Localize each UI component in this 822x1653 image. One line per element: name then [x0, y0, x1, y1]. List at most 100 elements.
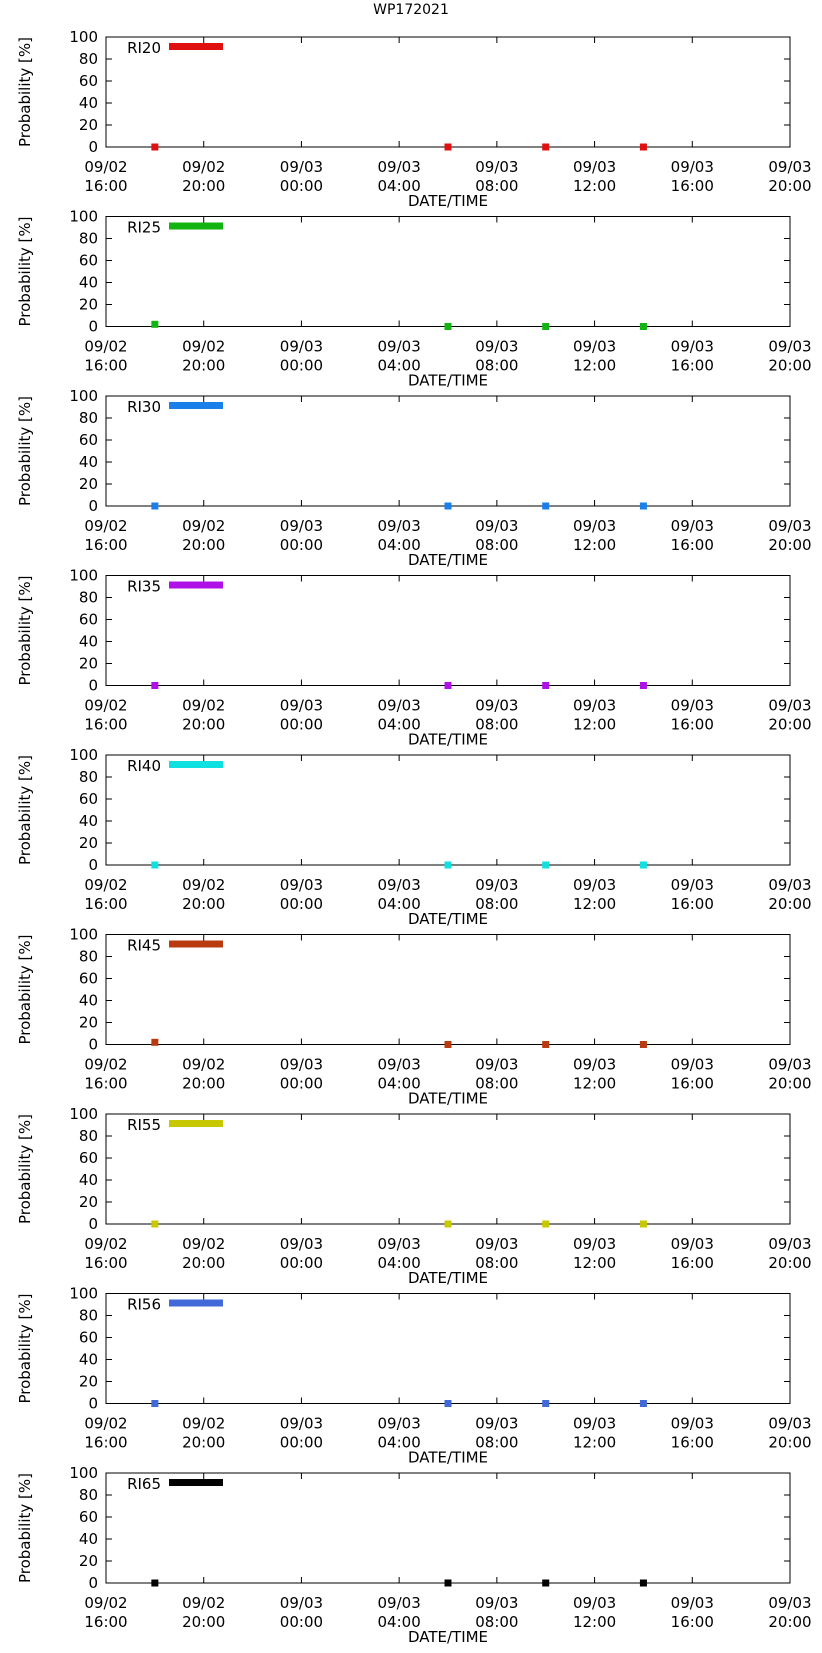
x-tick-label-date: 09/03 — [378, 697, 421, 715]
x-tick-label-date: 09/03 — [768, 338, 811, 356]
x-tick-label-date: 09/02 — [84, 697, 127, 715]
y-tick-label: 60 — [79, 431, 98, 449]
data-point — [444, 1400, 452, 1407]
y-tick-label: 100 — [69, 1105, 98, 1123]
data-point — [151, 1400, 159, 1407]
y-tick-label: 20 — [79, 296, 98, 314]
y-tick-label: 40 — [79, 453, 98, 471]
x-tick-label-date: 09/03 — [475, 1235, 518, 1253]
x-tick-label-date: 09/03 — [475, 517, 518, 535]
data-point — [639, 861, 647, 869]
x-axis-label: DATE/TIME — [408, 372, 488, 390]
x-tick-label-time: 12:00 — [573, 895, 616, 913]
data-point — [151, 143, 159, 151]
y-tick-label: 100 — [69, 387, 98, 405]
legend-label: RI35 — [127, 578, 161, 596]
x-tick-label-time: 16:00 — [671, 177, 714, 195]
x-tick-label-date: 09/03 — [671, 158, 714, 176]
x-tick-label-time: 12:00 — [573, 716, 616, 734]
x-axis-label: DATE/TIME — [408, 1090, 488, 1108]
x-tick-label-date: 09/03 — [280, 697, 323, 715]
data-point — [639, 682, 647, 689]
y-tick-label: 20 — [79, 1552, 98, 1570]
y-axis-label: Probability [%] — [16, 37, 34, 147]
x-tick-label-date: 09/03 — [280, 1415, 323, 1433]
x-tick-label-date: 09/03 — [378, 1594, 421, 1612]
x-tick-label-date: 09/03 — [573, 697, 616, 715]
x-tick-label-date: 09/03 — [475, 1594, 518, 1612]
x-tick-label-time: 08:00 — [475, 177, 518, 195]
data-point — [639, 1041, 647, 1048]
x-tick-label-time: 08:00 — [475, 1075, 518, 1093]
data-point — [444, 143, 452, 151]
x-tick-label-date: 09/03 — [280, 1594, 323, 1612]
x-tick-label-time: 04:00 — [378, 1613, 421, 1631]
x-tick-label-date: 09/02 — [84, 1235, 127, 1253]
x-tick-label-date: 09/02 — [182, 697, 225, 715]
data-point — [444, 682, 452, 689]
x-tick-label-date: 09/03 — [378, 876, 421, 894]
y-tick-label: 80 — [79, 589, 98, 607]
data-point — [444, 502, 452, 510]
data-point — [542, 502, 550, 510]
y-tick-label: 60 — [79, 1508, 98, 1526]
legend-label: RI45 — [127, 937, 161, 955]
x-axis-label: DATE/TIME — [408, 192, 488, 210]
x-tick-label-time: 16:00 — [84, 536, 127, 554]
x-tick-label-date: 09/03 — [475, 158, 518, 176]
x-tick-label-date: 09/03 — [671, 876, 714, 894]
x-tick-label-date: 09/03 — [378, 1235, 421, 1253]
data-point — [151, 682, 159, 689]
y-axis-label: Probability [%] — [16, 755, 34, 865]
x-tick-label-date: 09/03 — [475, 876, 518, 894]
x-tick-label-date: 09/03 — [768, 876, 811, 894]
x-tick-label-date: 09/03 — [768, 1594, 811, 1612]
panel-ri20: 02040608010009/0216:0009/0220:0009/0300:… — [16, 28, 812, 210]
y-tick-label: 20 — [79, 1193, 98, 1211]
data-point — [639, 1579, 647, 1587]
legend-swatch — [169, 581, 223, 589]
x-tick-label-time: 00:00 — [280, 895, 323, 913]
y-tick-label: 60 — [79, 1149, 98, 1167]
data-point — [542, 861, 550, 869]
x-tick-label-date: 09/03 — [573, 1235, 616, 1253]
y-tick-label: 80 — [79, 1486, 98, 1504]
panel-ri35: 02040608010009/0216:0009/0220:0009/0300:… — [16, 567, 812, 749]
x-tick-label-date: 09/02 — [182, 158, 225, 176]
x-tick-label-time: 04:00 — [378, 357, 421, 375]
legend-swatch — [169, 222, 223, 230]
plot-frame — [105, 1472, 791, 1584]
data-point — [639, 323, 647, 330]
data-point — [542, 1400, 550, 1407]
x-tick-label-time: 20:00 — [768, 1613, 811, 1631]
y-tick-label: 40 — [79, 812, 98, 830]
x-tick-label-date: 09/03 — [573, 517, 616, 535]
x-tick-label-time: 20:00 — [182, 895, 225, 913]
x-tick-label-time: 08:00 — [475, 536, 518, 554]
x-tick-label-time: 20:00 — [182, 716, 225, 734]
figure-title: WP172021 — [373, 2, 449, 18]
x-tick-label-date: 09/02 — [182, 517, 225, 535]
x-tick-label-time: 00:00 — [280, 1434, 323, 1452]
y-tick-label: 0 — [88, 1215, 98, 1233]
x-tick-label-date: 09/02 — [182, 876, 225, 894]
x-tick-label-date: 09/03 — [671, 697, 714, 715]
x-tick-label-time: 16:00 — [671, 1434, 714, 1452]
legend-swatch — [169, 43, 223, 50]
y-tick-label: 80 — [79, 1127, 98, 1145]
x-tick-label-time: 20:00 — [768, 177, 811, 195]
y-tick-label: 60 — [79, 1329, 98, 1347]
x-tick-label-time: 00:00 — [280, 1075, 323, 1093]
data-point — [444, 323, 452, 330]
y-axis-label: Probability [%] — [16, 1114, 34, 1224]
x-tick-label-date: 09/02 — [84, 338, 127, 356]
y-tick-label: 40 — [79, 94, 98, 112]
x-tick-label-date: 09/03 — [573, 876, 616, 894]
y-tick-label: 100 — [69, 28, 98, 46]
x-axis-label: DATE/TIME — [408, 1449, 488, 1467]
y-tick-label: 60 — [79, 611, 98, 629]
y-tick-label: 100 — [69, 926, 98, 944]
y-tick-label: 20 — [79, 116, 98, 134]
